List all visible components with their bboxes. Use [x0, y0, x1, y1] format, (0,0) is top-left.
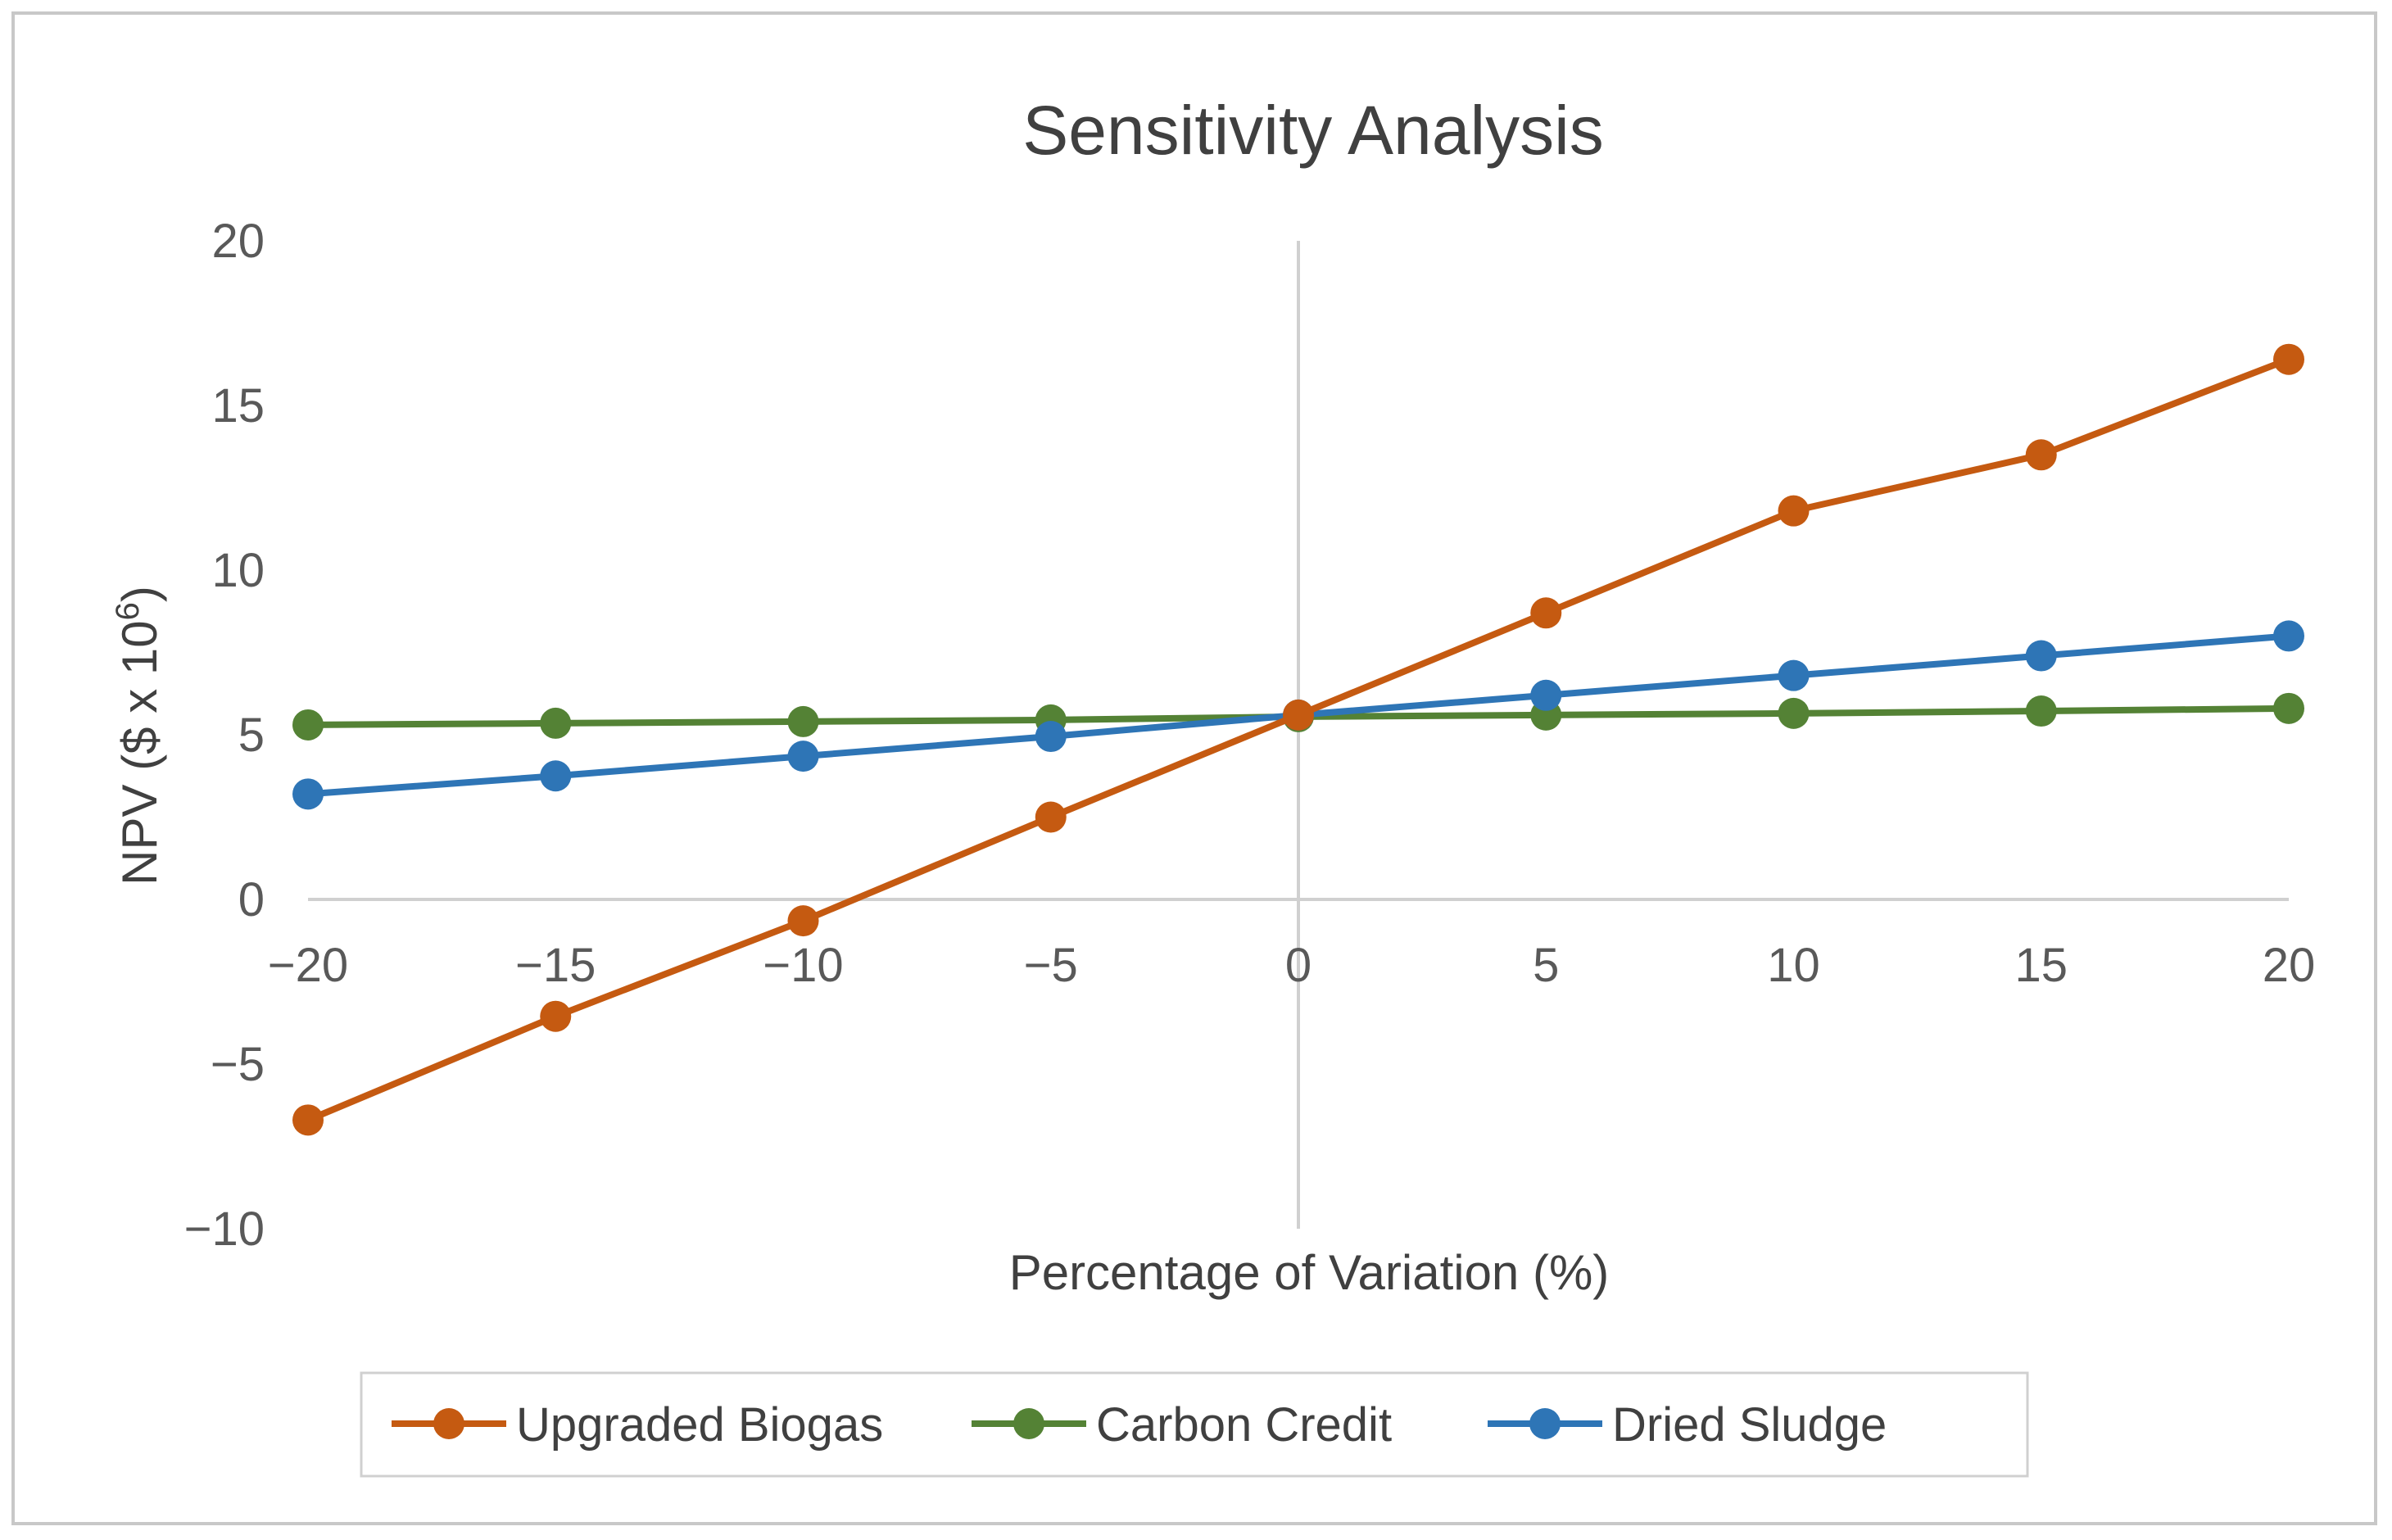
y-tick-label: 20 — [211, 215, 265, 268]
x-axis-title: Percentage of Variation (%) — [1009, 1245, 1610, 1300]
data-point-dried-sludge — [1035, 721, 1067, 753]
data-point-dried-sludge — [1530, 679, 1562, 711]
x-tick-label: 20 — [2263, 939, 2316, 992]
legend-marker — [1013, 1408, 1044, 1439]
legend: Upgraded Biogas Carbon Credit Dried Sludge — [392, 1398, 1887, 1452]
y-tick-labels: 20 15 10 5 0 −5 −10 — [184, 215, 265, 1256]
legend-label: Upgraded Biogas — [516, 1398, 883, 1452]
data-point-dried-sludge — [1778, 659, 1810, 691]
x-tick-label: 0 — [1285, 939, 1312, 992]
data-point-upgraded-biogas — [1530, 597, 1562, 629]
data-point-carbon-credit — [787, 705, 819, 737]
chart-frame: Sensitivity Analysis 20 15 10 5 0 −5 −10 −20 −1… — [11, 11, 2377, 1525]
legend-box — [360, 1371, 2029, 1478]
x-tick-label: −5 — [1024, 939, 1078, 992]
legend-marker — [1529, 1408, 1561, 1439]
data-point-upgraded-biogas — [540, 1000, 572, 1032]
data-point-carbon-credit — [2025, 695, 2057, 727]
chart-svg: Sensitivity Analysis 20 15 10 5 0 −5 −10 −20 −1… — [110, 92, 2315, 1478]
data-point-carbon-credit — [292, 709, 324, 741]
data-point-upgraded-biogas — [1035, 801, 1067, 833]
data-point-upgraded-biogas — [787, 905, 819, 937]
data-point-upgraded-biogas — [1283, 699, 1314, 731]
y-tick-label: 5 — [238, 709, 265, 762]
y-tick-label: −10 — [184, 1203, 265, 1256]
data-point-carbon-credit — [2273, 692, 2304, 724]
y-tick-label: 10 — [211, 544, 265, 597]
series-upgraded-biogas — [292, 343, 2304, 1136]
x-tick-label: 10 — [1767, 939, 1820, 992]
data-point-upgraded-biogas — [1778, 495, 1810, 527]
y-axis-title-close: ) — [112, 586, 167, 602]
y-axis-title-superscript: 6 — [110, 602, 146, 620]
x-tick-label: −10 — [763, 939, 843, 992]
legend-label: Carbon Credit — [1096, 1398, 1392, 1452]
y-tick-label: 15 — [211, 379, 265, 433]
data-point-carbon-credit — [540, 707, 572, 739]
data-point-upgraded-biogas — [2025, 439, 2057, 471]
legend-item-dried-sludge: Dried Sludge — [1488, 1398, 1887, 1452]
y-tick-label: 0 — [238, 873, 265, 926]
x-tick-label: 15 — [2014, 939, 2068, 992]
x-tick-label: −15 — [515, 939, 596, 992]
legend-item-carbon-credit: Carbon Credit — [972, 1398, 1392, 1452]
legend-item-upgraded-biogas: Upgraded Biogas — [392, 1398, 883, 1452]
data-point-dried-sludge — [787, 741, 819, 772]
legend-label: Dried Sludge — [1612, 1398, 1887, 1452]
x-tick-label: −20 — [268, 939, 348, 992]
data-point-dried-sludge — [2025, 640, 2057, 672]
y-axis-title-main: NPV ($ x 10 — [112, 620, 167, 885]
legend-marker — [433, 1408, 464, 1439]
series-layer — [292, 343, 2304, 1136]
y-tick-label: −5 — [211, 1038, 265, 1091]
y-axis-title: NPV ($ x 106) — [110, 586, 167, 886]
data-point-dried-sludge — [540, 760, 572, 792]
axes-layer — [308, 241, 2289, 1229]
data-point-upgraded-biogas — [292, 1104, 324, 1136]
data-point-carbon-credit — [1778, 697, 1810, 729]
x-tick-labels: −20 −15 −10 −5 0 5 10 15 20 — [268, 939, 2315, 992]
chart-title: Sensitivity Analysis — [1022, 92, 1604, 169]
data-point-dried-sludge — [292, 778, 324, 810]
x-tick-label: 5 — [1533, 939, 1559, 992]
data-point-upgraded-biogas — [2273, 343, 2304, 375]
data-point-dried-sludge — [2273, 620, 2304, 652]
